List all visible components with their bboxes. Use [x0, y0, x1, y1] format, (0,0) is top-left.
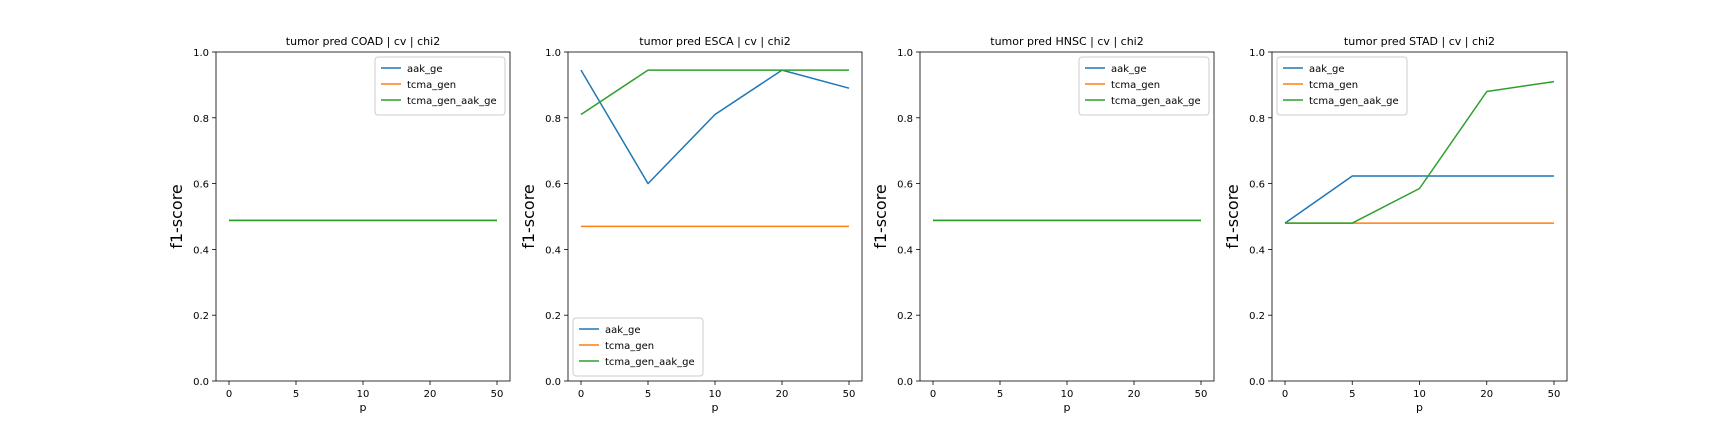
- x-tick-label: 50: [1548, 389, 1561, 400]
- x-tick-label: 20: [776, 389, 789, 400]
- chart-title: tumor pred ESCA | cv | chi2: [639, 35, 790, 48]
- series-line-aak_ge: [1284, 175, 1554, 224]
- y-axis-label: f1-score: [1223, 184, 1242, 249]
- y-tick-label: 0.0: [545, 377, 561, 388]
- plot-frame: [919, 51, 1215, 382]
- x-axis-label: p: [1064, 401, 1071, 414]
- chart-panel-4: tumor pred STAD | cv | chi2 0.0 0.2 0.4 0.6 0…: [1223, 35, 1568, 414]
- legend-label: tcma_gen_aak_ge: [1111, 96, 1201, 107]
- legend: aak_ge tcma_gen tcma_gen_aak_ge: [572, 317, 704, 377]
- y-tick-label: 0.0: [1249, 377, 1265, 388]
- x-tick-label: 5: [293, 389, 299, 400]
- legend-label: aak_ge: [1111, 64, 1147, 75]
- x-tick-label: 10: [1061, 389, 1074, 400]
- y-axis-label: f1-score: [871, 184, 890, 249]
- legend: aak_ge tcma_gen tcma_gen_aak_ge: [374, 56, 506, 116]
- x-axis-label: p: [1416, 401, 1423, 414]
- plot-frame: [215, 51, 511, 382]
- y-tick-label: 0.6: [193, 180, 209, 191]
- x-tick-label: 50: [1195, 389, 1208, 400]
- y-tick-label: 1.0: [897, 48, 913, 59]
- y-tick-label: 0.8: [545, 114, 561, 125]
- y-tick-label: 0.6: [545, 180, 561, 191]
- x-tick-label: 10: [1413, 389, 1426, 400]
- chart-title: tumor pred COAD | cv | chi2: [286, 35, 440, 48]
- legend-box: [1276, 56, 1408, 116]
- chart-panel-2: tumor pred ESCA | cv | chi2 0.0 0.2 0.4 0.6 0…: [519, 35, 863, 414]
- x-tick-label: 0: [226, 389, 232, 400]
- series-line-aak_ge: [580, 69, 850, 185]
- chart-panel-1: tumor pred COAD | cv | chi2 0.0 0.2 0.4 0.6 0…: [167, 35, 511, 414]
- y-tick-label: 1.0: [1249, 48, 1265, 59]
- y-tick-label: 0.2: [897, 311, 913, 322]
- legend: aak_ge tcma_gen tcma_gen_aak_ge: [1276, 56, 1408, 116]
- x-tick-label: 10: [357, 389, 370, 400]
- x-tick-label: 0: [578, 389, 584, 400]
- y-axis-label: f1-score: [167, 184, 186, 249]
- plot-frame: [1271, 51, 1568, 382]
- legend: aak_ge tcma_gen tcma_gen_aak_ge: [1078, 56, 1210, 116]
- y-tick-label: 0.8: [193, 114, 209, 125]
- x-axis-label: p: [712, 401, 719, 414]
- series-line-tcma_gen_aak_ge: [1285, 80, 1555, 224]
- plot-frame: [567, 51, 863, 382]
- x-tick-label: 50: [491, 389, 504, 400]
- legend-label: tcma_gen: [1111, 80, 1160, 91]
- y-tick-label: 1.0: [545, 48, 561, 59]
- y-tick-label: 1.0: [193, 48, 209, 59]
- legend-label: tcma_gen: [605, 341, 654, 352]
- y-tick-label: 0.4: [193, 245, 209, 256]
- y-tick-label: 0.2: [545, 311, 561, 322]
- y-tick-label: 0.2: [193, 311, 209, 322]
- x-tick-label: 50: [843, 389, 856, 400]
- y-tick-label: 0.2: [1249, 311, 1265, 322]
- y-tick-label: 0.4: [1249, 245, 1265, 256]
- x-axis-label: p: [360, 401, 367, 414]
- chart-title: tumor pred HNSC | cv | chi2: [990, 35, 1143, 48]
- y-tick-label: 0.6: [897, 180, 913, 191]
- x-tick-label: 0: [930, 389, 936, 400]
- legend-label: aak_ge: [1309, 64, 1345, 75]
- y-axis-label: f1-score: [519, 184, 538, 249]
- legend-label: tcma_gen_aak_ge: [407, 96, 497, 107]
- x-tick-label: 5: [997, 389, 1003, 400]
- legend-label: tcma_gen_aak_ge: [1309, 96, 1399, 107]
- legend-box: [374, 56, 506, 116]
- x-tick-label: 10: [709, 389, 722, 400]
- legend-label: tcma_gen_aak_ge: [605, 357, 695, 368]
- legend-box: [572, 317, 704, 377]
- y-tick-label: 0.8: [897, 114, 913, 125]
- x-tick-label: 0: [1282, 389, 1288, 400]
- y-tick-label: 0.8: [1249, 114, 1265, 125]
- x-tick-label: 20: [1480, 389, 1493, 400]
- y-tick-label: 0.4: [897, 245, 913, 256]
- y-tick-label: 0.0: [193, 377, 209, 388]
- legend-box: [1078, 56, 1210, 116]
- x-tick-label: 20: [1128, 389, 1141, 400]
- series-line-tcma_gen_aak_ge: [580, 69, 849, 116]
- legend-label: tcma_gen: [1309, 80, 1358, 91]
- x-tick-label: 5: [645, 389, 651, 400]
- legend-label: aak_ge: [407, 64, 443, 75]
- x-tick-label: 20: [424, 389, 437, 400]
- y-tick-label: 0.4: [545, 245, 561, 256]
- y-tick-label: 0.6: [1249, 180, 1265, 191]
- legend-label: aak_ge: [605, 325, 641, 336]
- chart-panel-3: tumor pred HNSC | cv | chi2 0.0 0.2 0.4 0.6 0…: [871, 35, 1215, 414]
- chart-title: tumor pred STAD | cv | chi2: [1344, 35, 1495, 48]
- x-tick-label: 5: [1349, 389, 1355, 400]
- y-tick-label: 0.0: [897, 377, 913, 388]
- legend-label: tcma_gen: [407, 80, 456, 91]
